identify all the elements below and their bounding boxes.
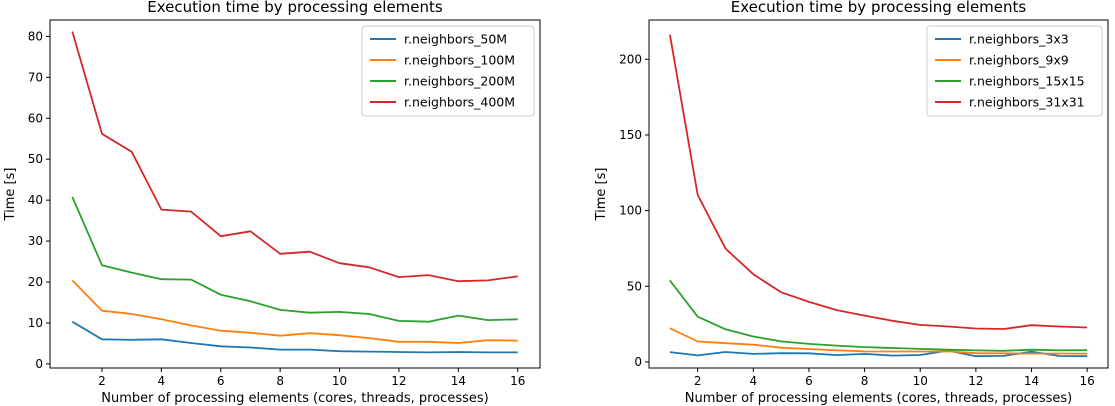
x-tick-label: 10 (913, 374, 928, 388)
y-axis-label: Time [s] (3, 168, 18, 222)
plot-frame (648, 19, 1109, 369)
series-line-1 (71, 279, 518, 344)
x-tick-label: 2 (694, 374, 702, 388)
x-tick-label: 16 (1079, 374, 1094, 388)
legend-box (361, 25, 535, 117)
y-tick-label: 100 (619, 204, 642, 218)
x-tick-label: 4 (749, 374, 757, 388)
legend-label-3: r.neighbors_31x31 (969, 95, 1085, 110)
y-tick-label: 50 (28, 152, 43, 166)
x-axis-label: Number of processing elements (cores, th… (101, 391, 488, 406)
y-tick-label: 0 (35, 357, 43, 371)
y-tick-label: 80 (28, 29, 43, 43)
x-tick-label: 10 (332, 374, 347, 388)
y-tick-label: 40 (28, 193, 43, 207)
y-axis-label: Time [s] (594, 168, 609, 222)
x-tick-label: 6 (805, 374, 813, 388)
series-line-3 (71, 31, 518, 283)
plot-frame (49, 19, 541, 369)
x-tick-label: 12 (968, 374, 983, 388)
x-tick-label: 14 (1024, 374, 1039, 388)
chart-title: Execution time by processing elements (147, 0, 443, 16)
legend-label-2: r.neighbors_200M (404, 74, 515, 89)
legend-label-1: r.neighbors_100M (404, 53, 515, 68)
chart-left: Execution time by processing elements 2 4 6… (3, 0, 541, 406)
y-tick-label: 70 (28, 70, 43, 84)
y-tick-label: 30 (28, 234, 43, 248)
chart-title: Execution time by processing elements (731, 0, 1027, 16)
legend-label-2: r.neighbors_15x15 (969, 74, 1085, 89)
series-line-0 (71, 320, 518, 354)
chart-right: Execution time by processing elements 2 4 6… (594, 0, 1109, 406)
x-tick-label: 16 (510, 374, 525, 388)
series-line-2 (669, 279, 1088, 352)
series-line-1 (669, 327, 1088, 355)
y-tick-label: 0 (634, 355, 642, 369)
x-tick-label: 14 (451, 374, 466, 388)
x-axis-label: Number of processing elements (cores, th… (685, 391, 1072, 406)
x-tick-label: 12 (391, 374, 406, 388)
y-tick-label: 20 (28, 275, 43, 289)
y-tick-label: 50 (627, 279, 642, 293)
y-tick-label: 10 (28, 316, 43, 330)
x-tick-label: 8 (861, 374, 869, 388)
x-tick-label: 2 (98, 374, 106, 388)
y-tick-label: 60 (28, 111, 43, 125)
x-tick-label: 8 (276, 374, 284, 388)
y-tick-label: 200 (619, 52, 642, 66)
legend-label-0: r.neighbors_3x3 (969, 32, 1069, 47)
y-tick-label: 150 (619, 128, 642, 142)
legend-label-3: r.neighbors_400M (404, 95, 515, 110)
legend-label-1: r.neighbors_9x9 (969, 53, 1069, 68)
series-line-3 (669, 34, 1088, 330)
legend-label-0: r.neighbors_50M (404, 32, 507, 47)
x-tick-label: 4 (158, 374, 166, 388)
series-line-2 (71, 196, 518, 323)
legend-box (926, 25, 1103, 117)
x-tick-label: 6 (217, 374, 225, 388)
